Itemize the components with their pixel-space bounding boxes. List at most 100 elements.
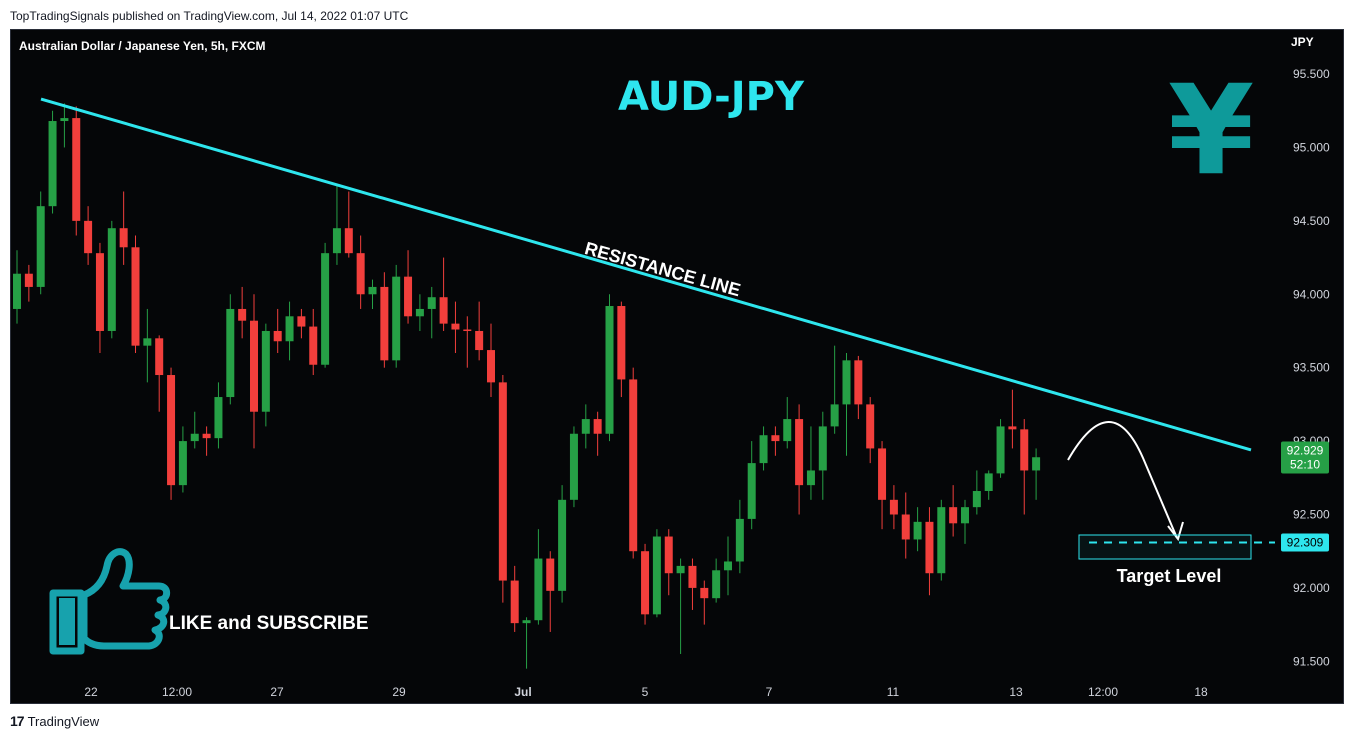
target-price-badge: 92.309 xyxy=(1281,533,1329,552)
tradingview-logo-icon: 17 xyxy=(10,713,25,729)
candle xyxy=(949,485,958,537)
symbol-label: Australian Dollar / Japanese Yen, 5h, FX… xyxy=(19,39,266,53)
yen-icon: ¥ xyxy=(1168,59,1254,203)
candle-body xyxy=(783,419,792,442)
y-tick-label: 93.500 xyxy=(1293,361,1330,375)
resistance-trendline[interactable] xyxy=(40,97,1252,452)
x-tick-label: 12:00 xyxy=(1088,685,1118,699)
candle-body xyxy=(238,308,247,321)
candle-body xyxy=(487,350,495,383)
candle xyxy=(95,242,104,353)
candle xyxy=(771,426,780,456)
candle-body xyxy=(522,620,531,624)
candle xyxy=(439,257,448,331)
candle xyxy=(593,411,602,456)
candle-body xyxy=(344,228,353,254)
x-tick-label: 5 xyxy=(642,685,649,699)
candle-body xyxy=(451,323,460,330)
candle xyxy=(107,220,116,339)
candle xyxy=(569,426,578,508)
last-price-value: 92.929 xyxy=(1287,444,1324,458)
chart-panel[interactable]: 95.500 95.000 94.500 94.000 93.500 93.000 92.5… xyxy=(10,29,1344,704)
candle-body xyxy=(368,286,377,295)
y-tick-label: 92.000 xyxy=(1293,581,1330,595)
candle xyxy=(13,250,21,324)
candle xyxy=(605,294,614,442)
candle xyxy=(617,301,626,398)
candle-body xyxy=(842,360,851,405)
candle-body xyxy=(854,360,863,405)
last-price-badge: 92.929 52:10 xyxy=(1281,441,1329,474)
candle xyxy=(487,323,495,398)
footer-brand-text: TradingView xyxy=(27,713,100,729)
candles-layer xyxy=(13,103,1041,669)
candle xyxy=(60,103,69,148)
x-tick-label: 22 xyxy=(84,685,98,699)
candle xyxy=(356,235,365,309)
candle xyxy=(119,191,128,265)
x-tick-label: 29 xyxy=(392,685,406,699)
candle xyxy=(913,507,922,552)
candle-body xyxy=(712,570,721,599)
candle xyxy=(261,323,270,427)
candle-body xyxy=(866,404,875,449)
candle xyxy=(534,529,543,625)
candlestick-chart[interactable]: 95.50095.00094.50094.00093.50093.00092.5… xyxy=(11,30,1345,705)
candle xyxy=(273,308,282,353)
candle-body xyxy=(427,297,436,309)
candle xyxy=(392,264,401,368)
projection-arrow xyxy=(1067,421,1178,539)
candle xyxy=(143,308,152,383)
candle-body xyxy=(700,587,709,599)
candle-body xyxy=(13,273,21,309)
candle xyxy=(297,308,306,339)
bar-countdown: 52:10 xyxy=(1290,458,1320,472)
candle xyxy=(759,426,768,471)
candle-body xyxy=(747,463,756,519)
candle xyxy=(889,485,898,530)
candle xyxy=(214,382,223,449)
candle xyxy=(380,272,389,368)
candle xyxy=(818,411,827,500)
candle-body xyxy=(830,404,839,427)
candle xyxy=(498,375,507,603)
candle xyxy=(664,529,673,596)
candle-body xyxy=(818,426,827,471)
y-tick-label: 95.000 xyxy=(1293,140,1330,154)
candle-body xyxy=(250,320,258,412)
candle xyxy=(131,235,140,353)
candle xyxy=(700,580,709,625)
candle-body xyxy=(771,435,780,442)
candle xyxy=(250,294,258,449)
time-axis: 22 12:00 27 29 Jul 5 7 11 13 12:00 18 xyxy=(84,685,1208,699)
candle-body xyxy=(735,518,744,562)
candle xyxy=(901,492,910,559)
candle-body xyxy=(984,473,993,492)
candle xyxy=(925,507,934,596)
x-tick-label: 27 xyxy=(270,685,284,699)
candle xyxy=(1020,419,1029,515)
candle xyxy=(830,345,839,434)
candle xyxy=(878,441,887,530)
candle xyxy=(641,543,650,625)
y-tick-label: 94.000 xyxy=(1293,287,1330,301)
x-tick-label: 18 xyxy=(1194,685,1208,699)
candle-body xyxy=(901,514,910,540)
candle-body xyxy=(404,276,413,317)
candle-body xyxy=(155,338,164,376)
target-box[interactable] xyxy=(1078,534,1252,560)
footer-brand[interactable]: 17 TradingView xyxy=(10,713,99,729)
candle-body xyxy=(178,441,187,486)
candle xyxy=(72,106,81,236)
candle-body xyxy=(214,397,223,439)
candle xyxy=(321,242,330,368)
candle xyxy=(581,404,590,449)
candle xyxy=(190,411,199,449)
candle-body xyxy=(534,558,543,621)
candle-body xyxy=(581,419,590,434)
candle xyxy=(937,499,946,581)
candle-body xyxy=(36,206,45,287)
candle-body xyxy=(475,330,484,351)
candle xyxy=(332,184,341,265)
candle xyxy=(629,367,638,559)
